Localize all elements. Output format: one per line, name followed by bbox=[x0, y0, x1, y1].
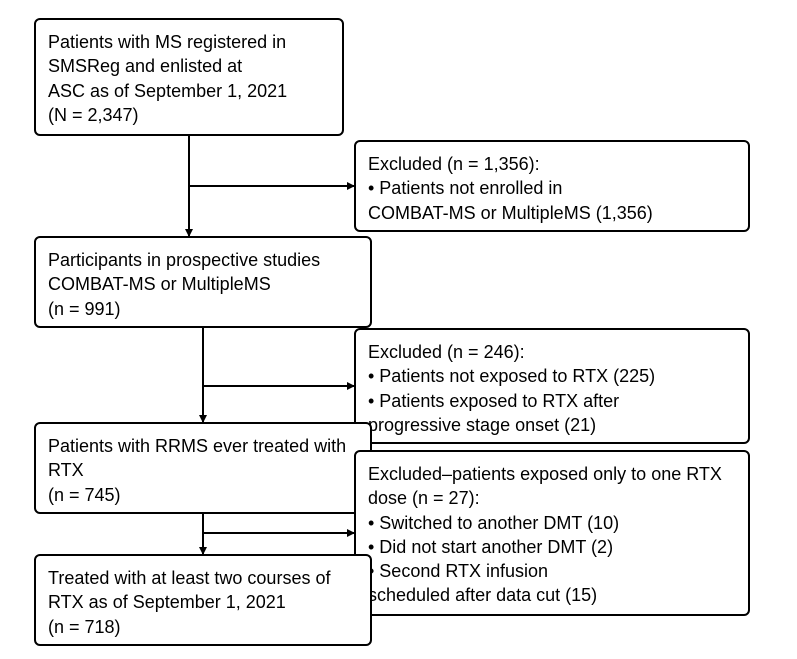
flow-box-step-2: Participants in prospective studies COMB… bbox=[34, 236, 372, 328]
flow-box-final: Treated with at least two courses of RTX… bbox=[34, 554, 372, 646]
flow-box-excluded-3: Excluded–patients exposed only to one RT… bbox=[354, 450, 750, 616]
flow-box-start: Patients with MS registered in SMSReg an… bbox=[34, 18, 344, 136]
flow-box-step-3: Patients with RRMS ever treated with RTX… bbox=[34, 422, 372, 514]
flow-box-excluded-2: Excluded (n = 246):• Patients not expose… bbox=[354, 328, 750, 444]
flow-box-excluded-1: Excluded (n = 1,356):• Patients not enro… bbox=[354, 140, 750, 232]
